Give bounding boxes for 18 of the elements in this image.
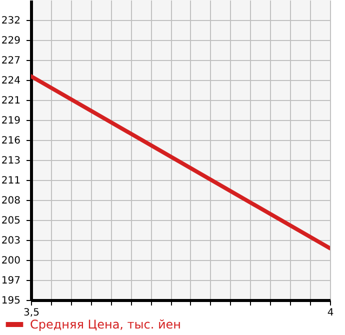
y-tick-label: 205 bbox=[1, 216, 20, 226]
y-tick-label: 195 bbox=[1, 296, 20, 306]
y-tick-label: 224 bbox=[1, 76, 20, 86]
x-tick-label: 3,5 bbox=[24, 308, 40, 318]
y-tick-label: 216 bbox=[1, 136, 20, 146]
y-tick-label: 221 bbox=[1, 96, 20, 106]
y-tick-label: 197 bbox=[1, 276, 20, 286]
y-tick-label: 203 bbox=[1, 236, 20, 246]
legend-label: Средняя Цена, тыс. йен bbox=[30, 318, 182, 332]
y-tick-label: 219 bbox=[1, 116, 20, 126]
y-tick-label: 232 bbox=[1, 16, 20, 26]
y-tick-label: 229 bbox=[1, 36, 20, 46]
y-tick-label: 227 bbox=[1, 56, 20, 66]
y-tick-label: 211 bbox=[1, 176, 20, 186]
y-tick-label: 213 bbox=[1, 156, 20, 166]
x-tick-label: 4 bbox=[327, 308, 334, 318]
y-tick-label: 208 bbox=[1, 196, 20, 206]
y-tick-label: 200 bbox=[1, 256, 20, 266]
